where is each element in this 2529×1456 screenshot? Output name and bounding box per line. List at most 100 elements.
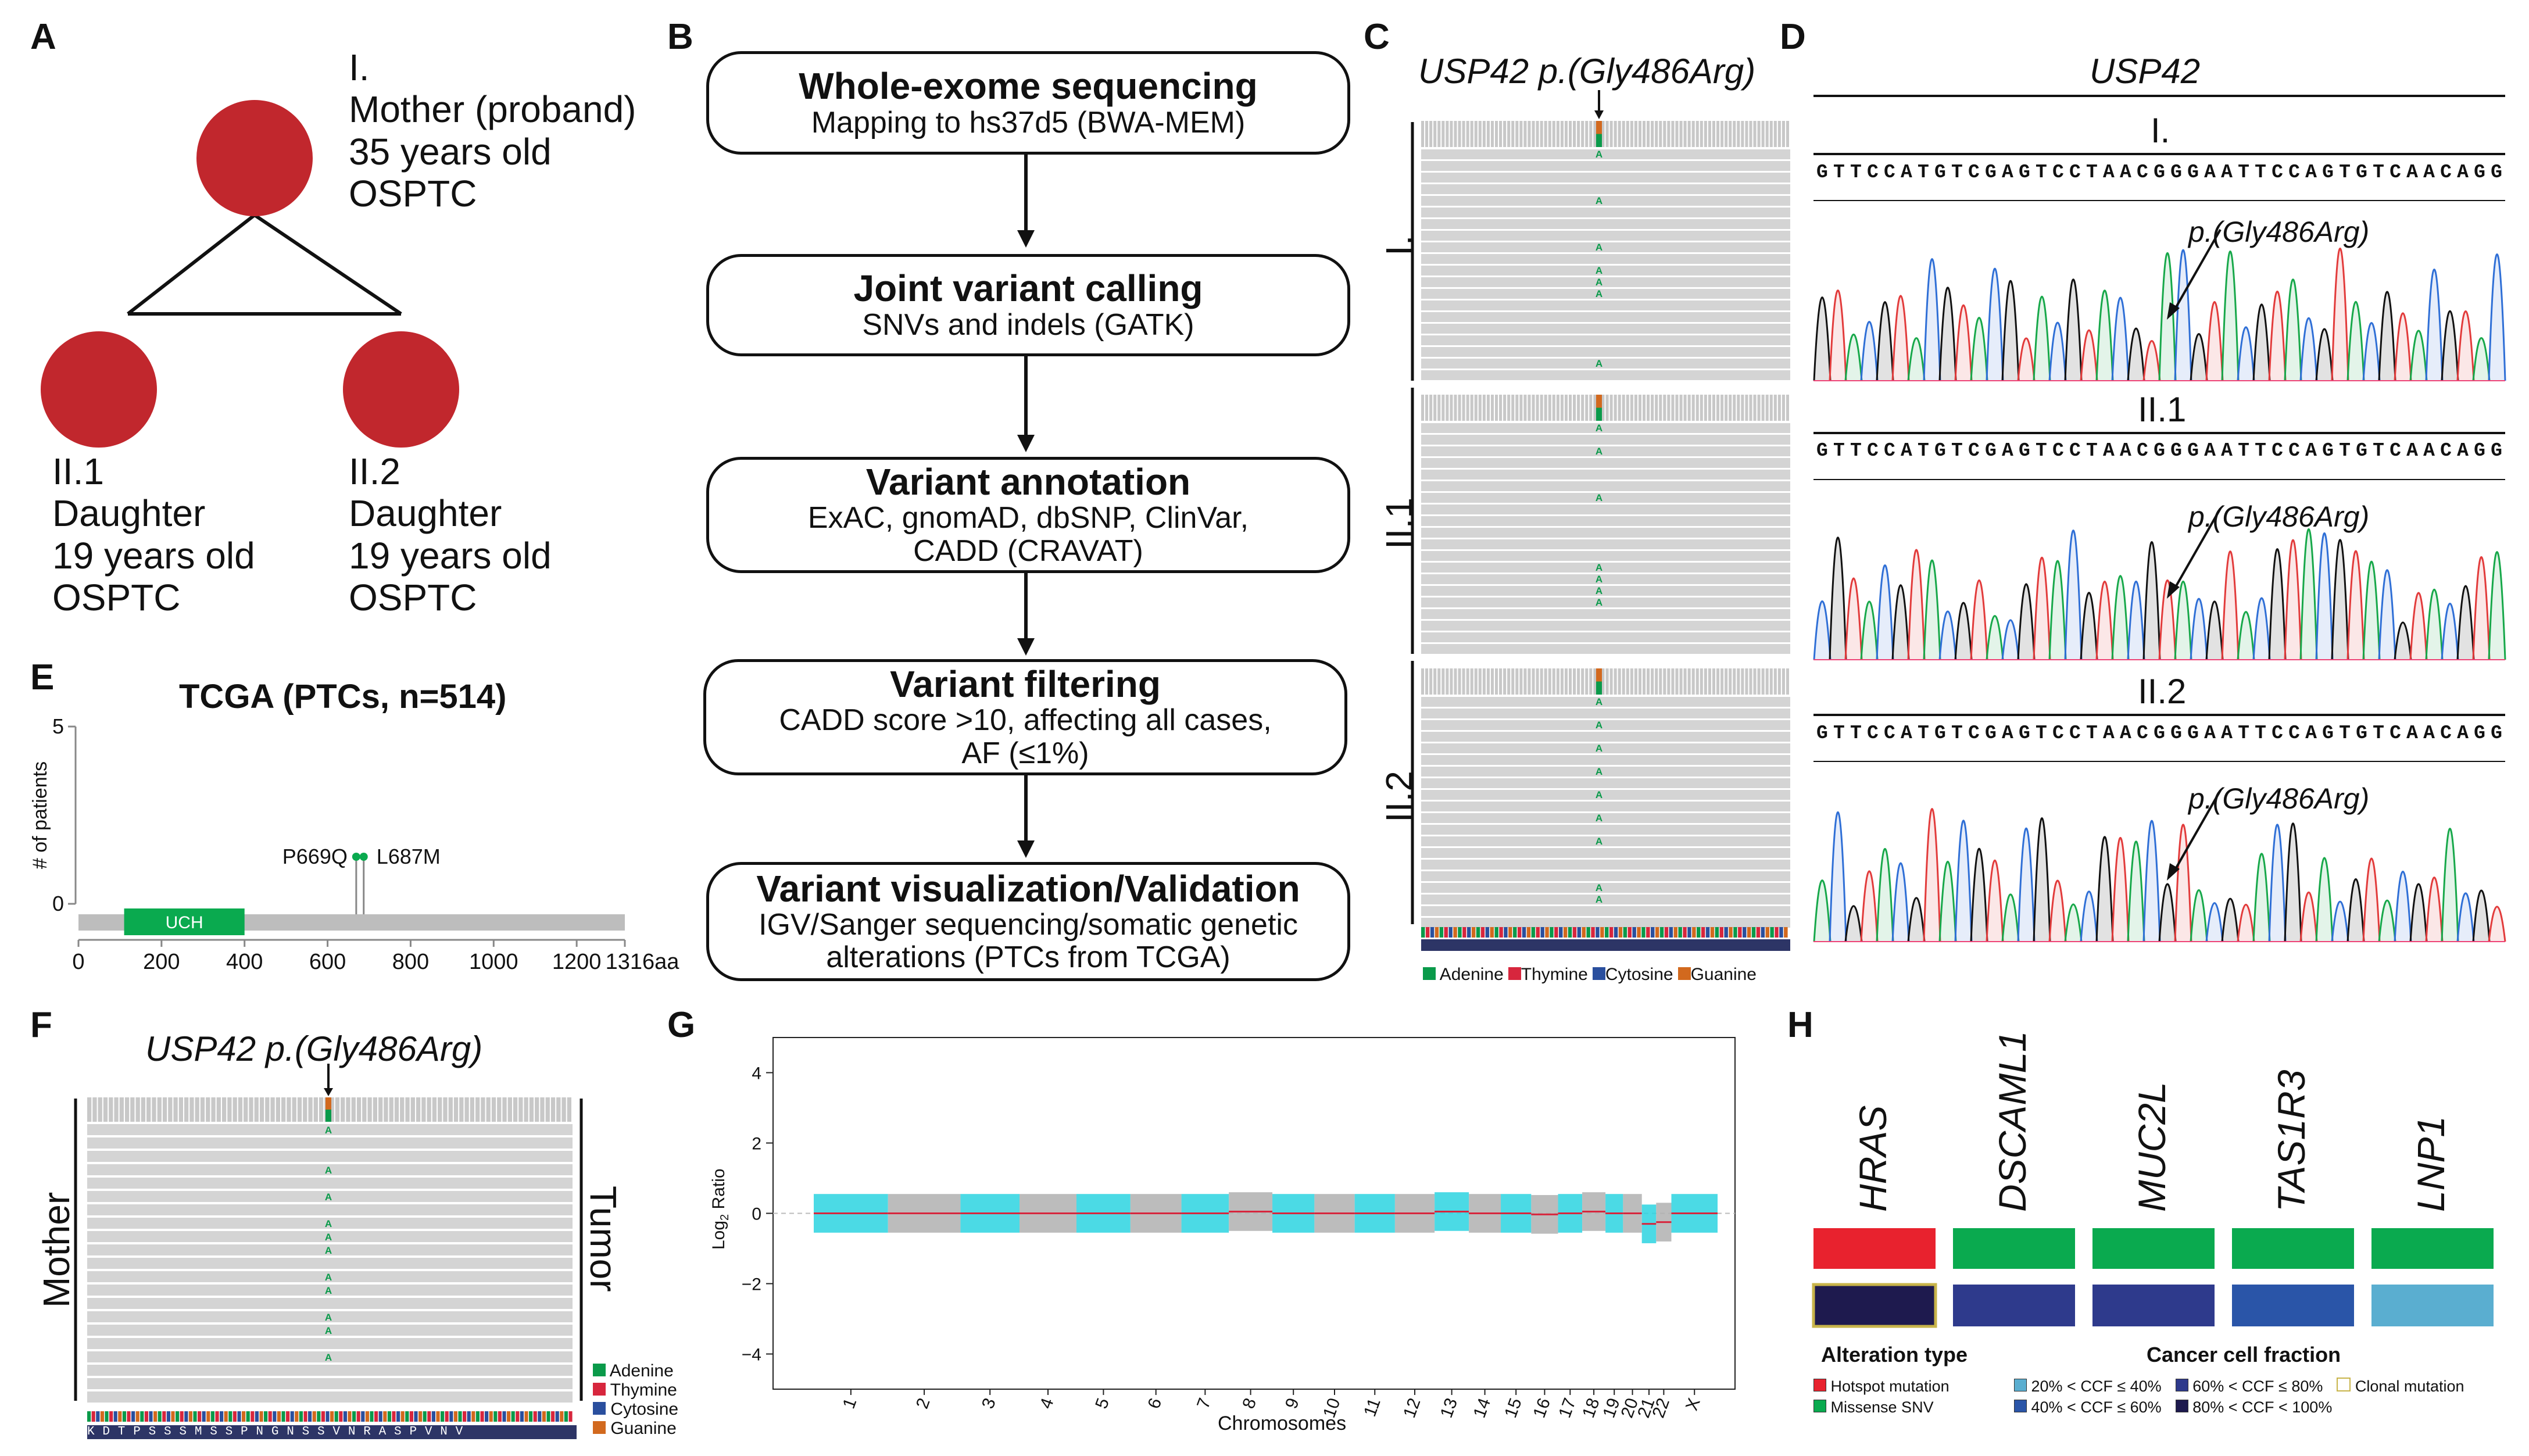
- chromatogram-peak: [2268, 824, 2287, 942]
- chromatogram-peak: [2142, 339, 2161, 381]
- panel-label-c: C: [1364, 17, 1390, 57]
- chromatogram-peak: [2174, 824, 2192, 942]
- read-allele: A: [325, 1285, 332, 1296]
- panel-label-a: A: [30, 17, 56, 57]
- sanger-seq-2: GTTCCATGTCGAGTCCTAACGGGAATTCCAGTGTCAACAG…: [1816, 440, 2508, 462]
- chromatogram-peak: [2142, 541, 2161, 660]
- read: [1421, 709, 1790, 718]
- read: [1421, 871, 1790, 881]
- chromatogram-peak: [1829, 811, 1847, 942]
- sanger-seq-1: GTTCCATGTCGAGTCCTAACGGGAATTCCAGTGTCAACAG…: [1816, 162, 2508, 183]
- chromatogram-peak: [2095, 836, 2114, 942]
- read-allele: A: [1596, 766, 1602, 777]
- read-allele: A: [325, 1218, 332, 1229]
- igv-c-legend: Adenine Thymine Cytosine Guanine: [1423, 965, 1757, 985]
- sanger-label-2: II.1: [2138, 390, 2187, 429]
- chromatogram-peak: [2425, 877, 2444, 942]
- chromatogram-peak: [1923, 559, 1941, 660]
- variant-arrow: [2173, 790, 2222, 872]
- chromosome-label: 12: [1400, 1396, 1424, 1421]
- coverage-adenine: [1596, 681, 1602, 695]
- igv-f-right-label: Tumor: [582, 1186, 624, 1292]
- chromatogram-peak: [1813, 600, 1832, 660]
- read-allele: A: [325, 1352, 332, 1363]
- chromatogram-peak: [2284, 278, 2302, 381]
- read-allele: A: [1596, 743, 1602, 754]
- ccf-cell: [2092, 1285, 2215, 1326]
- chromatogram-peak: [2456, 310, 2475, 381]
- chromatogram-peak: [1876, 848, 1894, 942]
- chromatogram-peak: [2346, 550, 2365, 660]
- chromatogram-peak: [2048, 560, 2067, 660]
- gene-label: MUC2L: [2130, 1082, 2173, 1212]
- read-allele: A: [325, 1312, 332, 1323]
- read: [87, 1285, 573, 1296]
- read-allele: A: [1596, 149, 1602, 160]
- igv-c-title: USP42 p.(Gly486Arg): [1418, 52, 1756, 91]
- read: [1421, 219, 1790, 229]
- read: [1421, 574, 1790, 584]
- sanger-variant-2: p.(Gly486Arg): [2188, 500, 2370, 533]
- coverage-guanine: [325, 1097, 331, 1110]
- chromatogram-peak: [2001, 280, 2020, 381]
- igv-f-title: USP42 p.(Gly486Arg): [145, 1029, 483, 1068]
- legend-thymine: Thymine: [1508, 965, 1588, 985]
- chromatogram-peak: [2299, 891, 2318, 942]
- chromatogram-peak: [2409, 592, 2428, 660]
- read-allele: A: [325, 1245, 332, 1256]
- lollipop-plot: 0 5 # of patients UCH P669Q L687M 0 200 400 600 80…: [29, 714, 679, 974]
- sanger-seq-3: GTTCCATGTCGAGTCCTAACGGGAATTCCAGTGTCAACAG…: [1816, 722, 2508, 744]
- read: [1421, 370, 1790, 380]
- read: [1421, 825, 1790, 835]
- chromatogram-peak: [1970, 317, 1988, 381]
- read: [87, 1164, 573, 1175]
- chromatogram-peak: [2111, 296, 2130, 381]
- read: [1421, 423, 1790, 433]
- read: [87, 1378, 573, 1389]
- legend-adenine: Adenine: [1423, 965, 1504, 985]
- mother-label: I. Mother (proband) 35 years old OSPTC: [349, 46, 636, 214]
- read: [1421, 528, 1790, 538]
- read: [1421, 563, 1790, 573]
- read: [1421, 289, 1790, 299]
- variant-arrow: [2173, 508, 2222, 591]
- x-tick-label: 1000: [469, 950, 518, 974]
- alteration-cell: [2371, 1228, 2494, 1269]
- chromatogram-peak: [2205, 600, 2224, 660]
- ccf-cell: [1812, 1283, 1937, 1328]
- chromatogram-peak: [2362, 857, 2381, 942]
- read: [1421, 813, 1790, 823]
- chromatogram-peak: [2111, 837, 2130, 942]
- chromatogram-peak: [1923, 258, 1941, 381]
- daughter1-symbol: [41, 331, 157, 448]
- chromatogram-peak: [2017, 337, 2036, 381]
- read: [1421, 324, 1790, 334]
- igv-f-protein-seq: KDTPSSSMSSPNGNSSVNRASPVNV: [87, 1425, 577, 1439]
- read: [1421, 539, 1790, 549]
- legend-missense: Missense SNV: [1813, 1397, 1949, 1418]
- read: [1421, 277, 1790, 287]
- chromosome-label: 14: [1470, 1396, 1494, 1421]
- read: [1421, 586, 1790, 596]
- daughter2-symbol: [343, 331, 459, 448]
- read: [1421, 621, 1790, 631]
- read: [87, 1204, 573, 1215]
- read: [1421, 906, 1790, 916]
- panel-label-f: F: [30, 1005, 52, 1045]
- chromatogram-peak: [1876, 301, 1894, 381]
- gene-label: DSCAML1: [1991, 1031, 2034, 1212]
- chromatogram-peak: [2315, 532, 2334, 660]
- legend-ccf-20-40: 20% < CCF ≤ 40%: [2014, 1376, 2162, 1397]
- chromatogram-peak: [2221, 251, 2240, 381]
- mutation-label: L687M: [377, 845, 441, 868]
- chromatogram-peak: [1986, 268, 2004, 381]
- read-allele: A: [325, 1165, 332, 1176]
- variant-arrowhead: [2167, 581, 2180, 599]
- chromatogram-peak: [2472, 556, 2491, 660]
- read: [1421, 743, 1790, 753]
- chromatogram-peak: [2268, 291, 2287, 381]
- read-allele: A: [1596, 288, 1602, 299]
- legend-clonal: Clonal mutation: [2337, 1376, 2464, 1397]
- chromatogram-peak: [2064, 903, 2083, 942]
- panel-label-d: D: [1780, 17, 1806, 57]
